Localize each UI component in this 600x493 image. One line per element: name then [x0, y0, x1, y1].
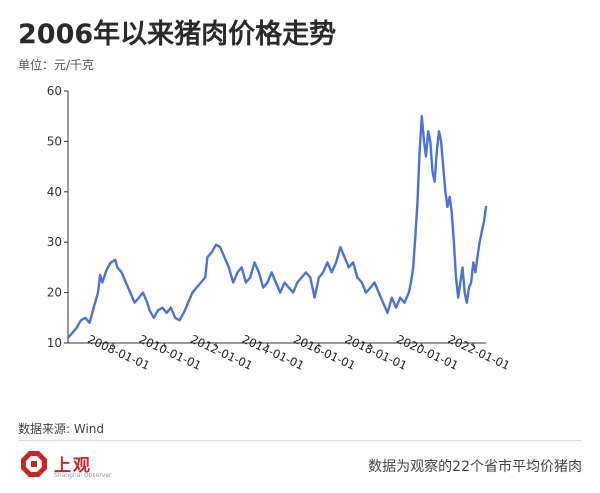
y-tick-label: 50	[47, 134, 62, 148]
footer: 上观 Shanghai Observer 数据为观察的22个省市平均价猪肉	[0, 448, 600, 488]
footer-note: 数据为观察的22个省市平均价猪肉	[368, 459, 582, 475]
footer-divider	[18, 440, 582, 441]
logo-subtitle: Shanghai Observer	[54, 472, 112, 479]
unit-label: 单位：元/千克	[18, 58, 95, 72]
y-tick-label: 60	[47, 84, 62, 98]
y-tick-label: 30	[47, 235, 62, 249]
y-axis: 10 20 30 40 50 60	[47, 84, 69, 350]
y-tick-label: 20	[47, 286, 62, 300]
brand-logo: 上观 Shanghai Observer	[20, 450, 130, 484]
data-source: 数据来源: Wind	[18, 422, 105, 436]
logo-name: 上观	[54, 456, 92, 476]
plot-area	[66, 114, 488, 340]
line-chart: 10 20 30 40 50 60 2008-01-012010-01-012012-01…	[47, 84, 512, 373]
pork-price-series-line	[66, 114, 488, 340]
logo-icon	[21, 451, 47, 477]
y-tick-label: 40	[47, 185, 62, 199]
chart-title: 2006年以来猪肉价格走势	[18, 19, 337, 50]
x-axis: 2008-01-012010-01-012012-01-012014-01-01…	[68, 332, 512, 373]
y-tick-label: 10	[47, 336, 62, 350]
